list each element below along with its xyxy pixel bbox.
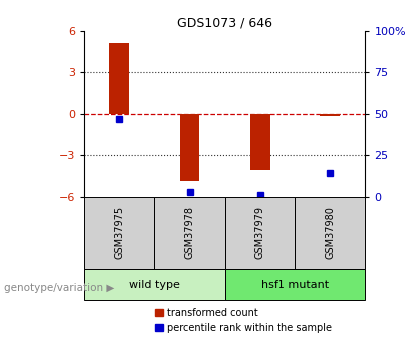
Legend: transformed count, percentile rank within the sample: transformed count, percentile rank withi… (151, 304, 336, 337)
Bar (295, 197, 365, 269)
Bar (84, 269, 225, 300)
Text: hsf1 mutant: hsf1 mutant (261, 280, 329, 289)
Text: wild type: wild type (129, 280, 180, 289)
Title: GDS1073 / 646: GDS1073 / 646 (177, 17, 272, 30)
Text: genotype/variation ▶: genotype/variation ▶ (4, 283, 115, 293)
Bar (225, 269, 365, 300)
Bar (155, 197, 225, 269)
Bar (180, 114, 200, 181)
Text: GSM37979: GSM37979 (255, 206, 265, 259)
Text: GSM37975: GSM37975 (114, 206, 124, 259)
Bar (109, 43, 129, 114)
Bar (320, 114, 340, 116)
Bar (250, 114, 270, 170)
Text: GSM37980: GSM37980 (325, 206, 335, 259)
Bar (225, 197, 295, 269)
Bar (84, 197, 155, 269)
Text: GSM37978: GSM37978 (184, 206, 194, 259)
